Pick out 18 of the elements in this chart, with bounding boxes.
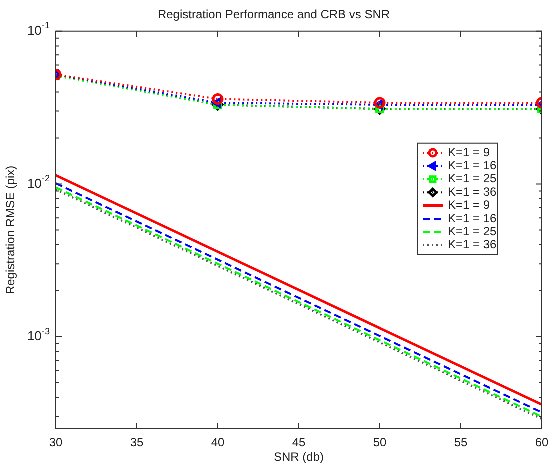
legend-label: K=1 = 16	[448, 158, 498, 173]
x-tick-label: 30	[49, 435, 63, 450]
legend-label: K=1 = 9	[448, 198, 490, 212]
y-axis-title: Registration RMSE (pix)	[4, 166, 18, 295]
chart-title: Registration Performance and CRB vs SNR	[158, 8, 390, 22]
x-tick-label: 50	[373, 435, 387, 450]
x-tick-label: 40	[211, 435, 225, 450]
legend-label: K=1 = 16	[448, 211, 498, 226]
legend-label: K=1 = 25	[448, 224, 498, 239]
x-axis-title: SNR (db)	[274, 450, 324, 464]
legend-label: K=1 = 36	[448, 184, 498, 199]
x-tick-label: 60	[535, 435, 549, 450]
x-tick-label: 55	[454, 435, 468, 450]
x-tick-label: 35	[130, 435, 144, 450]
legend-label: K=1 = 9	[448, 145, 490, 160]
legend-label: K=1 = 36	[448, 238, 498, 252]
legend-label: K=1 = 25	[448, 172, 498, 186]
x-tick-label: 45	[292, 435, 306, 450]
